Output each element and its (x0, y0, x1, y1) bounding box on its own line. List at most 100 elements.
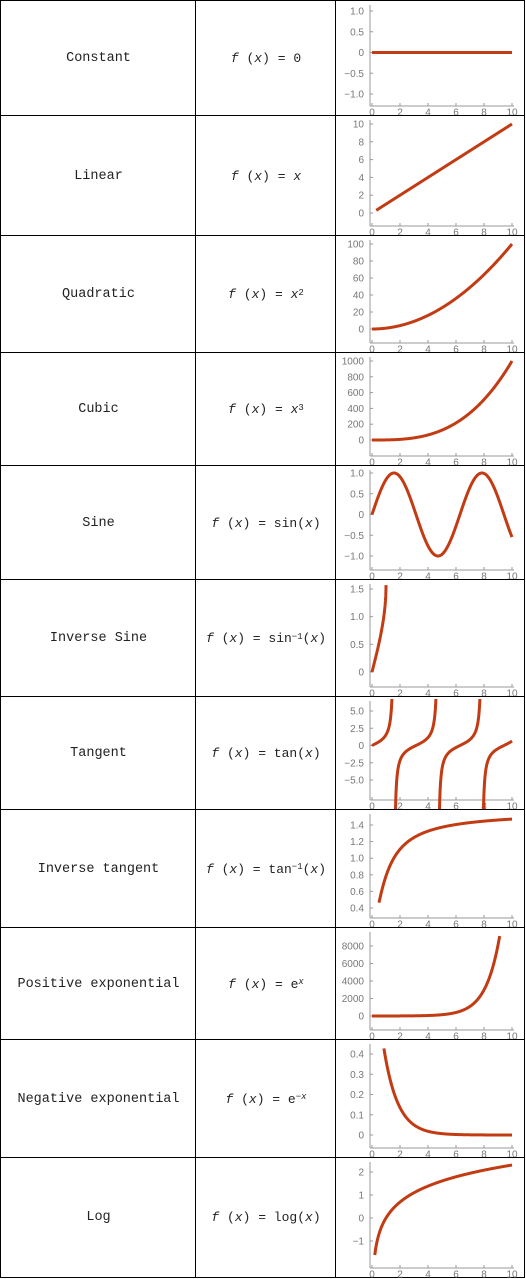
x-tick-label: 8 (481, 1032, 487, 1042)
x-tick-label: 8 (481, 228, 487, 238)
x-tick-label: 0 (369, 1270, 375, 1279)
y-tick-label: −0.5 (344, 531, 364, 542)
y-tick-label: 60 (353, 274, 365, 285)
y-tick-label: 4 (358, 173, 364, 184)
chart-svg: 0 2 4 6 8 105.02.50−2.5−5.0 (344, 699, 518, 812)
table-row: Linear f (x) = x 0 2 4 6 8 10 10 8 6 4 2 0 (0, 115, 525, 238)
x-tick-label: 2 (397, 108, 403, 118)
x-tick-label: 0 (369, 689, 375, 699)
series-line (370, 359, 514, 442)
x-tick-label: 2 (397, 1270, 403, 1279)
x-tick-label: 6 (453, 458, 459, 468)
function-name: Cubic (0, 352, 196, 466)
function-name: Inverse Sine (0, 579, 196, 697)
y-tick-label: 0 (358, 1131, 364, 1142)
y-tick-label: 5.0 (350, 707, 364, 718)
y-tick-label: 0.5 (350, 489, 364, 500)
chart-svg: 0 2 4 6 8 10 1.4 1.2 1.0 0.8 0.6 0.4 (350, 814, 518, 930)
function-chart: 0 2 4 6 8 10 1.0 0.5 0 −0.5 −1.0 (335, 465, 525, 582)
x-tick-label: 10 (506, 458, 518, 468)
x-tick-label: 2 (397, 1150, 403, 1160)
function-name: Inverse tangent (0, 809, 196, 928)
y-tick-label: 0.8 (350, 870, 364, 881)
y-tick-label: 2 (358, 191, 364, 202)
y-tick-label: 0.4 (350, 904, 364, 915)
y-tick-label: 20 (353, 308, 365, 319)
y-tick-label: 1 (358, 1191, 364, 1202)
y-tick-label: 2000 (342, 994, 365, 1005)
x-tick-label: 10 (506, 689, 518, 699)
series-line (370, 585, 388, 674)
y-tick-label: −5.0 (344, 776, 364, 787)
x-tick-label: 8 (481, 108, 487, 118)
y-tick-label: 1.0 (350, 854, 364, 865)
x-tick-label: 4 (425, 1150, 431, 1160)
chart-svg: 0 2 4 6 8 10 10 8 6 4 2 0 (353, 120, 518, 238)
x-tick-label: 8 (481, 920, 487, 930)
function-chart: 0 2 4 6 8 10 8000 6000 4000 2000 0 (335, 927, 525, 1042)
function-formula: f (x) = 0 (195, 0, 336, 116)
function-chart: 0 2 4 6 8 10 5.0 2.5 0 −2.5 −5.0 (335, 696, 525, 812)
table-row: Inverse tangent f (x) = tan −1(x) 0 2 4 6 8 10 1.… (0, 809, 525, 930)
y-tick-label: 6 (358, 155, 364, 166)
series-line (370, 242, 514, 331)
function-name: Log (0, 1157, 196, 1278)
table-row: Tangent f (x) = tan(x) 0 2 4 6 8 10 5.0 2.5 0 −2.5−… (0, 696, 525, 812)
y-tick-label: 1.2 (350, 837, 364, 848)
x-tick-label: 6 (453, 1270, 459, 1279)
chart-svg: 0 2 4 6 8 10 8000 6000 4000 2000 0 (342, 932, 518, 1042)
function-chart: 0 2 4 6 8 10 1.0 0.5 0 −0.5 −1.0 (335, 0, 525, 118)
x-tick-label: 8 (481, 689, 487, 699)
y-tick-label: 0 (358, 1012, 364, 1023)
x-tick-label: 2 (397, 920, 403, 930)
function-formula: f (x) = tan(x) (195, 696, 336, 810)
x-tick-label: 0 (369, 802, 375, 812)
function-formula: f (x) = e −x (195, 1039, 336, 1158)
function-formula: f (x) = tan −1(x) (195, 809, 336, 928)
function-name: Negative exponential (0, 1039, 196, 1158)
y-tick-label: 0.5 (350, 640, 364, 651)
y-tick-label: 2.5 (350, 724, 364, 735)
series-line (374, 122, 514, 212)
x-tick-label: 2 (397, 572, 403, 582)
x-tick-label: 10 (506, 1270, 518, 1279)
x-tick-label: 4 (425, 920, 431, 930)
x-tick-label: 6 (453, 1150, 459, 1160)
function-name: Constant (0, 0, 196, 116)
x-tick-label: 10 (506, 108, 518, 118)
x-tick-label: 6 (453, 920, 459, 930)
x-tick-label: 8 (481, 345, 487, 355)
chart-svg: 0 2 4 6 8 10 100 80 60 40 20 0 (347, 240, 518, 355)
x-tick-label: 4 (425, 802, 431, 812)
x-tick-label: 0 (369, 572, 375, 582)
y-tick-label: −0.5 (344, 69, 364, 80)
y-tick-label: 1.0 (350, 612, 364, 623)
x-tick-label: 6 (453, 802, 459, 812)
function-formula: f (x) = sin(x) (195, 465, 336, 580)
x-tick-label: 8 (481, 458, 487, 468)
x-tick-label: 6 (453, 108, 459, 118)
x-tick-label: 10 (506, 345, 518, 355)
table-row: Negative exponential f (x) = e −x 0 2 4 6 8 10 0.… (0, 1039, 525, 1160)
function-chart: 0 2 4 6 8 10 1.5 1.0 0.5 0 (335, 579, 525, 699)
y-tick-label: 1.4 (350, 821, 364, 832)
function-chart: 0 2 4 6 8 10 0.4 0.3 0.2 0.1 0 (335, 1039, 525, 1160)
x-tick-label: 4 (425, 1270, 431, 1279)
x-tick-label: 0 (369, 458, 375, 468)
y-tick-label: 2 (358, 1168, 364, 1179)
table-row: Quadratic f (x) = x 2 0 2 4 6 8 10 100 80 60 40 20 0 (0, 235, 525, 355)
y-tick-label: 0 (358, 436, 364, 447)
chart-svg: 0 2 4 6 8 10 0.4 0.3 0.2 0.1 0 (350, 1044, 518, 1160)
chart-svg: 0 2 4 6 8 10 1.0 0.5 0 −0.5 −1.0 (344, 5, 518, 118)
y-tick-label: 0 (358, 1214, 364, 1225)
x-tick-label: 0 (369, 345, 375, 355)
table-row: Cubic f (x) = x 3 0 2 4 6 8 10 1000 800 600 400 200 0 (0, 352, 525, 468)
x-tick-label: 2 (397, 228, 403, 238)
x-tick-label: 2 (397, 1032, 403, 1042)
x-tick-label: 2 (397, 689, 403, 699)
x-tick-label: 8 (481, 572, 487, 582)
y-tick-label: 0.6 (350, 887, 364, 898)
